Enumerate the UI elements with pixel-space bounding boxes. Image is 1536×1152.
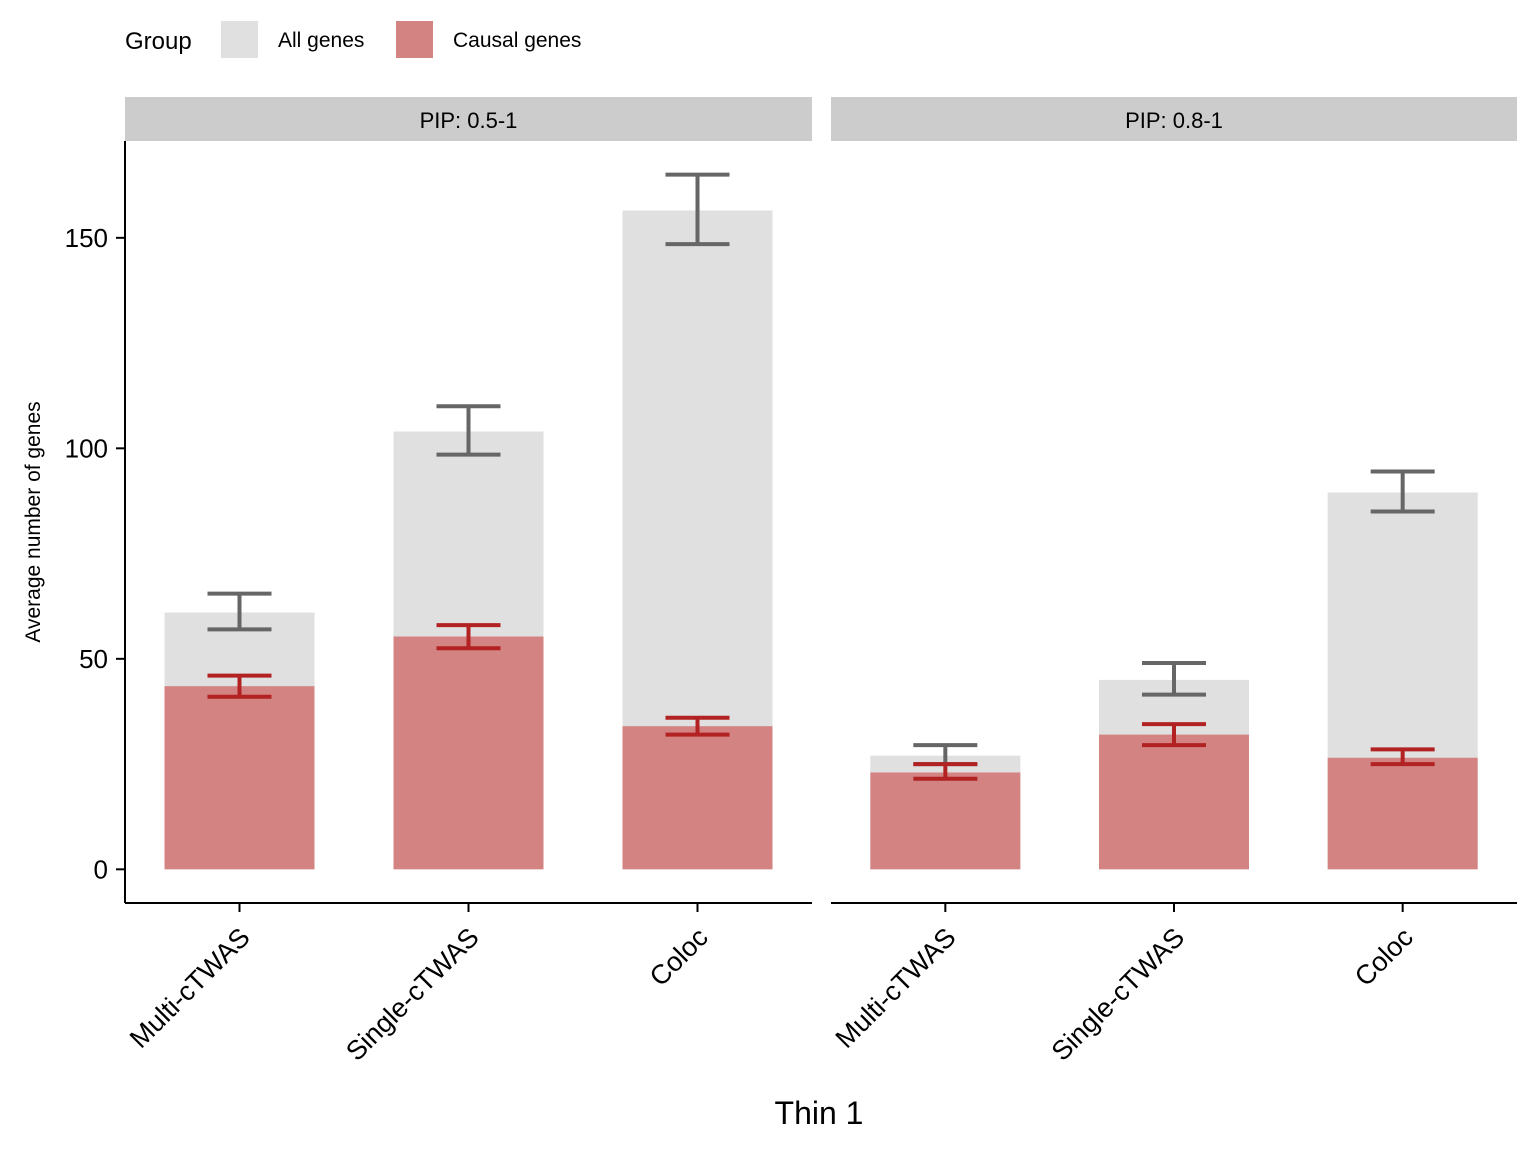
error-bar-causal-genes [665,715,730,737]
x-tick-label: Coloc [1349,922,1419,992]
x-tick-label: Multi-cTWAS [830,922,962,1054]
y-axis-title: Average number of genes [22,401,45,642]
legend: Group All genes Causal genes [125,21,581,58]
bar-causal-genes [1099,734,1249,870]
bar-causal-genes [622,726,773,870]
error-bar-all-genes [1142,661,1206,697]
error-bar-all-genes [1370,469,1435,514]
y-tick-label: 0 [94,854,108,884]
legend-key-causal-genes [396,21,433,58]
x-axis-title: Thin 1 [775,1095,864,1131]
facet-strip [125,97,812,141]
error-bar-causal-genes [436,623,501,651]
x-tick-label: Coloc [644,922,714,992]
bar-causal-genes [870,772,1021,870]
x-tick-label: Single-cTWAS [1046,922,1191,1067]
bar-causal-genes [393,636,544,870]
y-axis: 0 50 100 150 [65,141,126,903]
bar-causal-genes [164,686,315,870]
legend-label-causal-genes: Causal genes [453,29,581,52]
panel-1: PIP: 0.5-1 Multi-cTWAS Single-cTWAS Coloc [124,97,812,1067]
y-tick-label: 50 [79,644,108,674]
error-bar-all-genes [665,172,730,247]
error-bar-causal-genes [1370,747,1435,767]
error-bar-causal-genes [913,762,978,781]
panel-2: PIP: 0.8-1 Multi-cTWAS Single-cTWAS Coloc [830,97,1517,1067]
legend-key-all-genes [221,21,258,58]
y-tick-label: 100 [65,433,108,463]
legend-title: Group [125,28,192,55]
error-bar-all-genes [436,404,501,457]
x-tick-label: Single-cTWAS [340,922,485,1067]
facet-strip-label: PIP: 0.5-1 [420,108,518,133]
error-bar-causal-genes [207,673,272,699]
legend-label-all-genes: All genes [278,29,364,52]
facet-strip-label: PIP: 0.8-1 [1125,108,1223,133]
facet-strip [831,97,1517,141]
error-bar-all-genes [207,591,272,632]
y-tick-label: 150 [65,223,108,253]
x-tick-label: Multi-cTWAS [124,922,256,1054]
error-bar-causal-genes [1142,722,1206,748]
bar-causal-genes [1327,757,1478,870]
